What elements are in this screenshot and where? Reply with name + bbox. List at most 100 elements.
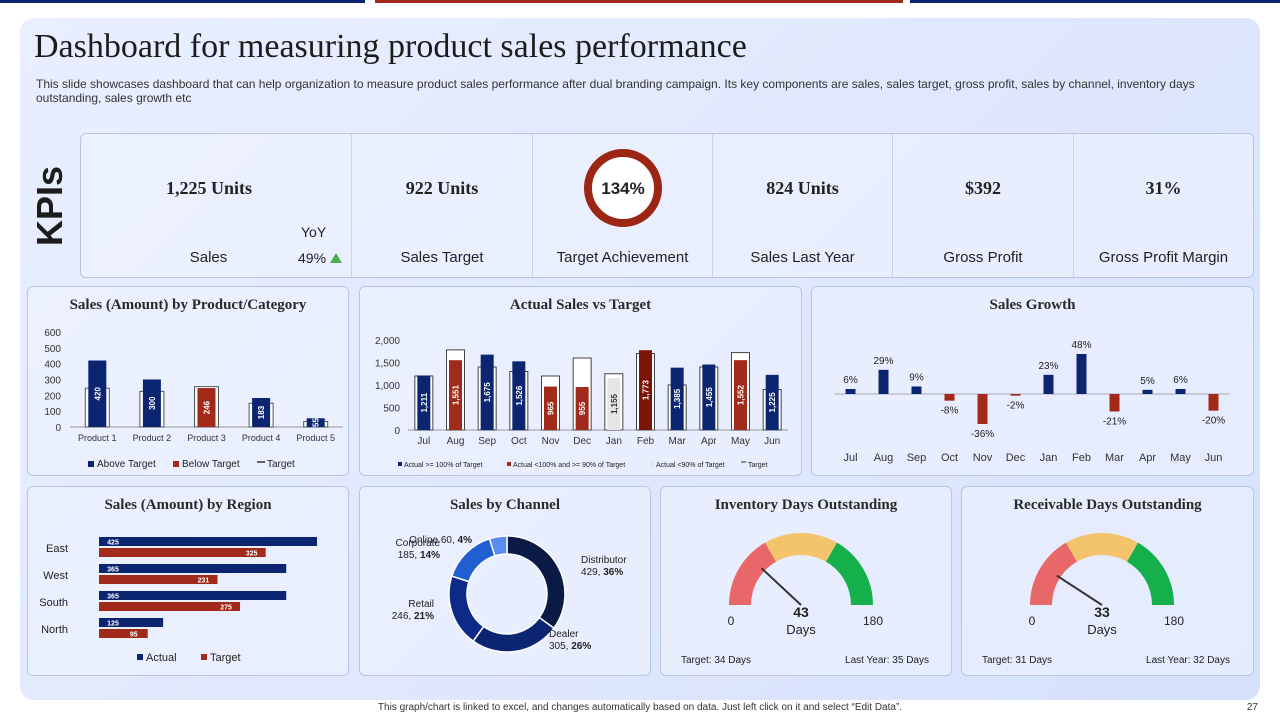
panel-region: Sales (Amount) by Region East 425 325 West 3…	[27, 486, 349, 676]
legend-label: Target	[210, 652, 241, 664]
legend-label: Below Target	[182, 459, 240, 470]
gauge-footer-target: Target: 34 Days	[681, 655, 751, 666]
bar	[765, 374, 779, 430]
pie-slice	[472, 616, 555, 653]
legend-label: Actual <100% and >= 90% of Target	[513, 462, 625, 469]
legend-label: Actual <90% of Target	[656, 462, 725, 469]
data-label: 1,773	[642, 380, 651, 401]
data-label: 231	[198, 578, 210, 585]
x-tick-label: Oct	[941, 452, 958, 464]
y-tick-label: 100	[44, 407, 61, 418]
inventory-gauge: 0 180 43 Days Target: 34 Days Last Year: 35 D…	[681, 533, 929, 666]
data-label: 1,551	[452, 385, 461, 406]
kpi-gross-profit-value: $392	[965, 178, 1001, 198]
y-tick-label: 2,000	[375, 336, 400, 347]
y-tick-label: 1,500	[375, 359, 400, 370]
actual-vs-target-title: Actual Sales vs Target	[509, 297, 652, 313]
x-tick-label: Sep	[478, 436, 496, 447]
actual-vs-target-chart: 0 500 1,000 1,500 2,000 1,211 Jul 1,551 Aug 1,675…	[375, 336, 788, 469]
kpi-sales-target-label: Sales Target	[400, 249, 484, 266]
data-label: 95	[130, 632, 138, 639]
x-tick-label: Feb	[637, 436, 655, 447]
kpi-sales-label: Sales	[189, 249, 228, 266]
bar	[142, 379, 161, 427]
panel-actual-vs-target: Actual Sales vs Target 0 500 1,000 1,500 2,0…	[359, 286, 802, 476]
legend-label: Target	[748, 462, 768, 469]
bar	[99, 591, 287, 600]
gauge-max-label: 180	[863, 614, 883, 628]
bar	[702, 364, 716, 430]
gauge-segment	[765, 533, 837, 562]
data-label: 1,455	[705, 387, 714, 408]
y-tick-label: 400	[44, 360, 61, 371]
bar	[417, 375, 431, 430]
pie-slice	[488, 535, 508, 557]
data-label: 125	[107, 621, 119, 628]
page-subtitle: This slide showcases dashboard that can …	[36, 77, 1195, 105]
product-chart: 0 100 200 300 400 500 600 420 Product 1 300 Produc…	[44, 328, 343, 470]
kpi-gross-profit: $392 Gross Profit	[893, 134, 1074, 277]
gauge-value: 33	[1094, 604, 1110, 620]
slice-label: Dealer	[549, 629, 579, 640]
gauge-needle	[760, 567, 802, 606]
sales-growth-chart: 6% Jul 29% Aug 9% Sep -8% Oct -36% Nov -2% Dec 23% Ja…	[834, 340, 1230, 464]
y-tick-label: 300	[44, 376, 61, 387]
x-tick-label: Feb	[1072, 452, 1091, 464]
kpi-strip: 1,225 Units YoY Sales 49% 922 Units Sale…	[80, 133, 1254, 278]
slice-label: Online 60, 4%	[409, 535, 472, 546]
pie-slice	[506, 535, 566, 630]
data-label: -36%	[971, 429, 994, 440]
x-tick-label: Jul	[417, 436, 430, 447]
kpi-sales-yoy-label: YoY	[301, 224, 327, 240]
y-tick-label: 0	[394, 426, 400, 437]
slice-label: Distributor	[581, 555, 627, 566]
gauge-segment	[1127, 542, 1174, 605]
data-label: 1,385	[673, 388, 682, 409]
bar	[99, 618, 164, 627]
legend-label: Actual >= 100% of Target	[404, 462, 483, 469]
region-chart: East 425 325 West 365 231 South 365 275 North 125 9…	[39, 537, 317, 664]
bar	[878, 369, 889, 394]
gauge-segment	[826, 542, 873, 605]
data-label: 365	[107, 594, 119, 601]
gauge-needle	[1056, 574, 1103, 606]
bar	[88, 360, 107, 427]
slice-label: Corporate	[396, 538, 441, 549]
gauge-max-label: 180	[1164, 614, 1184, 628]
legend-swatch	[173, 461, 179, 467]
data-label: 955	[578, 401, 587, 415]
bar	[845, 389, 856, 394]
panel-sales-growth: Sales Growth 6% Jul 29% Aug 9% Sep -8% Oct -36% N…	[811, 286, 1254, 476]
channel-chart-title: Sales by Channel	[449, 497, 561, 513]
panel-receivable-days: Receivable Days Outstanding 0 180 33 Days Ta…	[961, 486, 1254, 676]
footer-note: This graph/chart is linked to excel, and…	[377, 702, 903, 713]
data-label: 9%	[909, 373, 924, 384]
bar	[607, 378, 621, 430]
kpi-gross-profit-margin-label: Gross Profit Margin	[1098, 249, 1229, 266]
data-label: 23%	[1038, 361, 1058, 372]
gauge-footer-target: Target: 31 Days	[982, 655, 1052, 666]
x-tick-label: Mar	[669, 436, 687, 447]
legend-swatch	[398, 462, 402, 466]
data-label: 1,526	[515, 385, 524, 406]
x-tick-label: Dec	[1006, 452, 1026, 464]
sales-growth-title: Sales Growth	[989, 297, 1076, 313]
data-label: 300	[148, 396, 157, 410]
kpi-sales-yoy-value: 49%	[298, 250, 327, 266]
top-accent-bar	[0, 0, 1280, 3]
bar	[670, 367, 684, 430]
kpi-sales-target-value: 922 Units	[405, 178, 479, 198]
data-label: 5%	[1140, 376, 1155, 387]
kpi-sales: 1,225 Units YoY Sales 49%	[81, 134, 352, 277]
gauge-value: 43	[793, 604, 809, 620]
bar	[480, 354, 494, 430]
bar	[1109, 394, 1120, 412]
y-tick-label: South	[39, 597, 68, 609]
gauge-unit: Days	[786, 622, 816, 637]
x-tick-label: Nov	[542, 436, 560, 447]
bar	[911, 386, 922, 394]
pie-slice	[448, 575, 485, 643]
legend-swatch	[137, 654, 143, 660]
y-tick-label: 600	[44, 328, 61, 339]
bar	[449, 360, 462, 430]
